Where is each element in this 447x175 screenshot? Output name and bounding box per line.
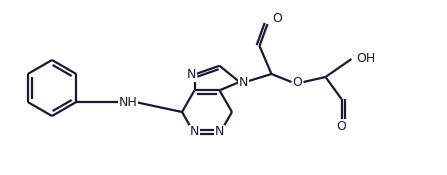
Text: NH: NH <box>119 96 138 108</box>
Text: N: N <box>215 125 224 138</box>
Text: O: O <box>337 121 346 134</box>
Text: OH: OH <box>356 52 375 65</box>
Text: N: N <box>187 68 196 81</box>
Text: O: O <box>293 75 303 89</box>
Text: O: O <box>273 12 283 26</box>
Text: N: N <box>239 75 248 89</box>
Text: N: N <box>190 125 199 138</box>
